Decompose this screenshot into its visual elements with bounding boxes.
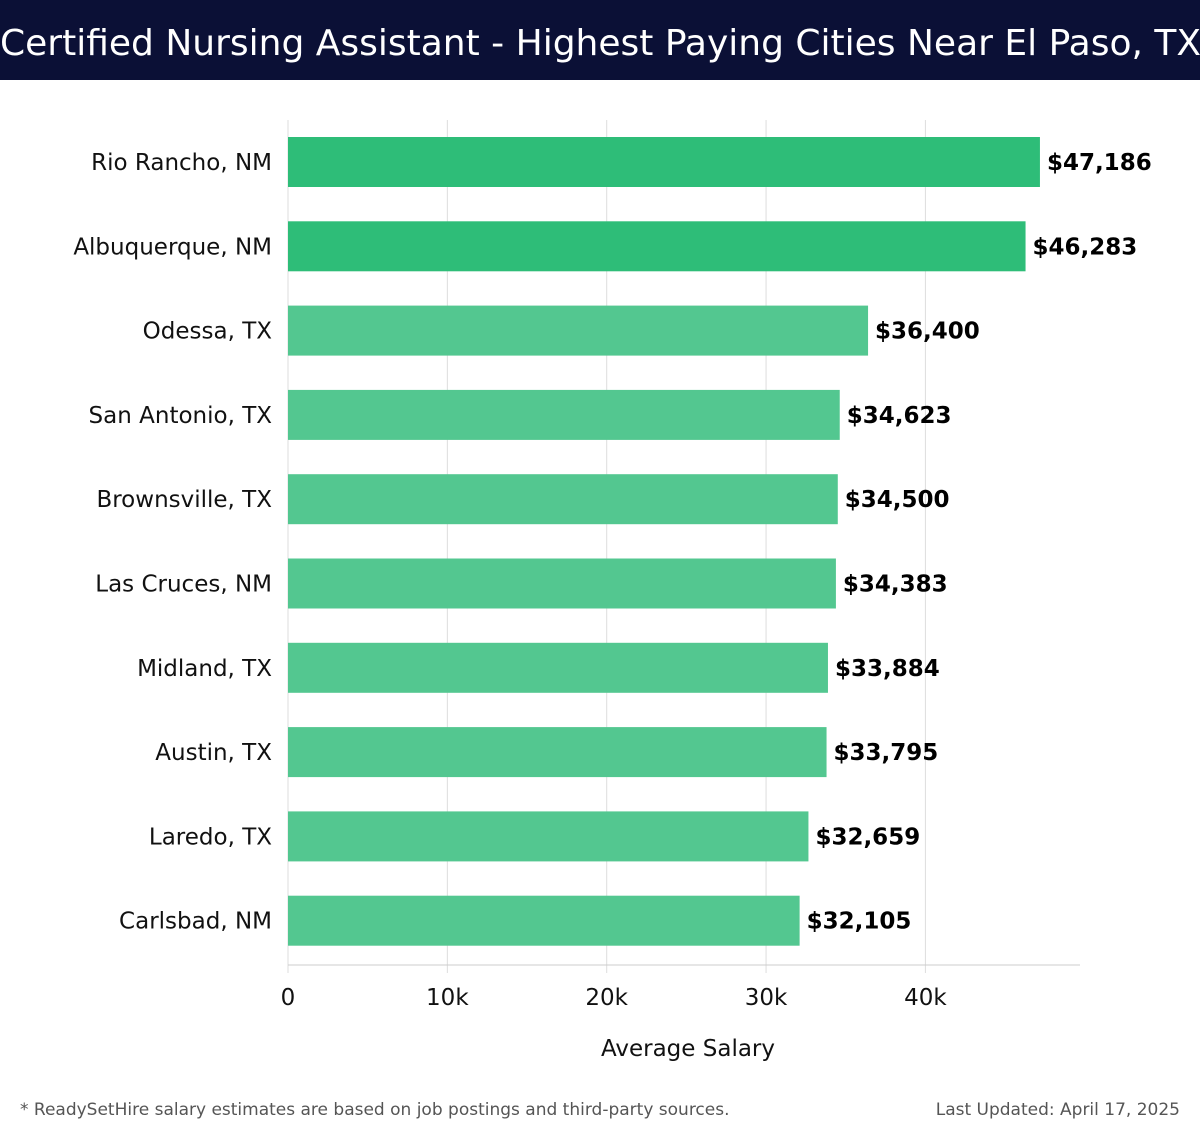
category-label: San Antonio, TX <box>89 403 273 429</box>
value-label: $47,186 <box>1047 150 1152 176</box>
bar <box>288 558 836 609</box>
bar <box>288 727 827 778</box>
x-axis-label: Average Salary <box>601 1036 775 1062</box>
value-label: $34,500 <box>845 487 950 513</box>
value-label: $34,383 <box>843 572 948 598</box>
value-label: $34,623 <box>847 403 952 429</box>
bar <box>288 474 838 525</box>
bar <box>288 137 1040 187</box>
category-label: Las Cruces, NM <box>95 572 272 598</box>
footnote: * ReadySetHire salary estimates are base… <box>20 1100 730 1120</box>
x-tick-label: 0 <box>281 985 296 1011</box>
value-label: $32,659 <box>815 824 920 850</box>
bar <box>288 221 1026 272</box>
value-label: $33,795 <box>834 740 939 766</box>
bar <box>288 811 809 862</box>
x-tick-label: 20k <box>585 985 628 1011</box>
bar <box>288 389 840 440</box>
value-label: $36,400 <box>875 319 980 345</box>
header-bar: Certified Nursing Assistant - Highest Pa… <box>0 0 1200 80</box>
category-label: Rio Rancho, NM <box>91 150 272 176</box>
chart-title: Certified Nursing Assistant - Highest Pa… <box>0 23 1200 64</box>
last-updated: Last Updated: April 17, 2025 <box>935 1100 1180 1120</box>
value-label: $46,283 <box>1033 234 1138 260</box>
x-tick-label: 40k <box>904 985 947 1011</box>
bar <box>288 895 800 946</box>
bar-chart: Rio Rancho, NM $47,186 Albuquerque, NM $46,… <box>73 120 1152 1062</box>
category-label: Carlsbad, NM <box>119 909 272 935</box>
category-label: Austin, TX <box>155 740 272 766</box>
category-label: Albuquerque, NM <box>73 234 272 260</box>
category-label: Brownsville, TX <box>96 487 272 513</box>
value-label: $32,105 <box>807 909 912 935</box>
value-label: $33,884 <box>835 656 940 682</box>
category-label: Laredo, TX <box>149 824 272 850</box>
x-tick-label: 30k <box>745 985 788 1011</box>
category-label: Midland, TX <box>137 656 272 682</box>
bar <box>288 642 828 693</box>
x-tick-label: 10k <box>426 985 469 1011</box>
bar <box>288 305 869 356</box>
category-label: Odessa, TX <box>143 319 273 345</box>
